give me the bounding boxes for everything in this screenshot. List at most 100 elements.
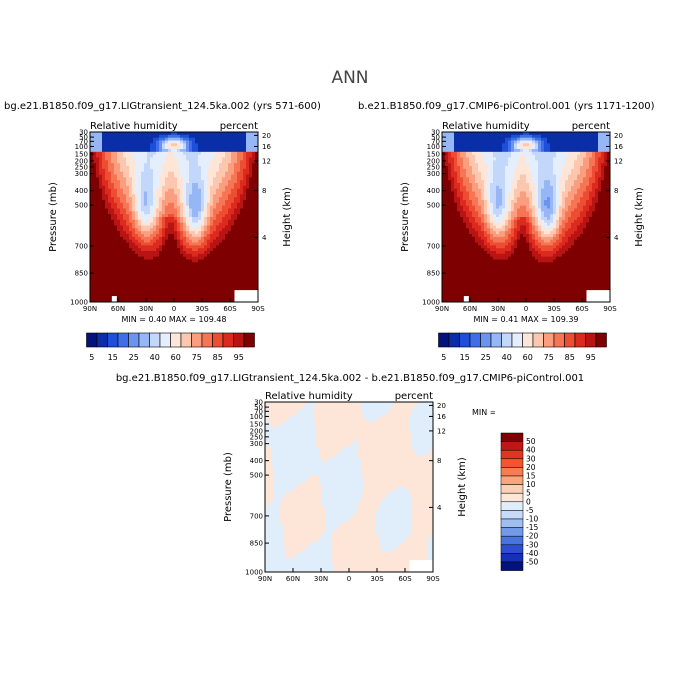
field-cell [96, 180, 100, 184]
field-cell [186, 202, 190, 207]
field-cell [502, 293, 506, 297]
field-cell [219, 293, 223, 297]
field-cell [186, 151, 190, 156]
field-cell [117, 149, 121, 153]
field-cell [487, 137, 491, 141]
field-cell [243, 253, 247, 258]
field-cell [144, 140, 148, 144]
field-cell [225, 219, 229, 224]
field-cell [487, 177, 491, 181]
field-cell [144, 265, 148, 269]
field-cell [192, 180, 196, 184]
field-cell [237, 143, 241, 147]
field-cell [138, 191, 142, 195]
field-cell [508, 273, 512, 277]
field-cell [225, 146, 229, 150]
field-cell [111, 270, 115, 275]
field-cell [90, 146, 94, 150]
field-cell [159, 242, 163, 246]
field-cell [481, 174, 485, 178]
field-cell [243, 137, 247, 141]
field-cell [445, 259, 449, 263]
field-cell [493, 177, 497, 181]
field-cell [111, 262, 115, 266]
field-cell [231, 293, 235, 297]
field-cell [105, 270, 109, 275]
field-cell [201, 282, 205, 286]
field-cell [228, 296, 232, 300]
field-cell [457, 171, 461, 175]
field-cell [147, 285, 151, 289]
field-cell [451, 168, 455, 173]
field-cell [129, 180, 133, 184]
field-cell [132, 293, 136, 297]
field-cell [171, 183, 175, 187]
field-cell [105, 140, 109, 144]
field-cell [117, 242, 121, 246]
field-cell [129, 273, 133, 277]
field-cell [478, 285, 482, 289]
field-cell [508, 296, 512, 300]
field-cell [240, 154, 244, 158]
field-cell [249, 188, 253, 192]
field-cell [487, 134, 491, 139]
field-cell [150, 143, 154, 147]
field-cell [463, 293, 467, 297]
field-cell [171, 202, 175, 207]
field-cell [132, 290, 136, 294]
field-cell [204, 168, 208, 173]
field-cell [502, 245, 506, 249]
field-cell [222, 185, 226, 190]
field-cell [499, 253, 503, 258]
field-cell [478, 134, 482, 139]
field-cell [225, 231, 229, 235]
field-cell [150, 177, 154, 181]
field-cell [156, 293, 160, 297]
field-cell [505, 197, 509, 201]
field-cell [183, 248, 187, 252]
field-cell [228, 228, 232, 232]
field-cell [108, 282, 112, 286]
field-cell [472, 219, 476, 224]
field-cell [105, 234, 109, 238]
field-cell [201, 208, 205, 212]
field-cell [475, 151, 479, 156]
field-cell [511, 245, 515, 249]
field-cell [445, 132, 449, 136]
field-cell [99, 188, 103, 192]
field-cell [201, 236, 205, 241]
field-cell [505, 268, 509, 272]
field-cell [153, 293, 157, 297]
field-cell [484, 234, 488, 238]
field-cell [153, 228, 157, 232]
field-cell [460, 276, 464, 280]
field-cell [457, 174, 461, 178]
field-cell [171, 290, 175, 294]
field-cell [180, 177, 184, 181]
field-cell [120, 293, 124, 297]
field-cell [493, 160, 497, 164]
field-cell [141, 248, 145, 252]
field-cell [478, 287, 482, 292]
field-cell [120, 132, 124, 136]
field-cell [144, 183, 148, 187]
field-cell [114, 163, 118, 167]
field-cell [454, 191, 458, 195]
field-cell [508, 202, 512, 207]
field-cell [198, 276, 202, 280]
field-cell [204, 282, 208, 286]
field-cell [126, 299, 130, 303]
field-cell [475, 273, 479, 277]
field-cell [487, 251, 491, 255]
field-cell [114, 228, 118, 232]
field-cell [481, 205, 485, 209]
field-cell [99, 132, 103, 136]
field-cell [129, 143, 133, 147]
field-cell [201, 160, 205, 164]
field-cell [198, 225, 202, 229]
field-cell [445, 239, 449, 243]
field-cell [249, 197, 253, 201]
field-cell [511, 174, 515, 178]
field-cell [177, 168, 181, 173]
field-cell [138, 208, 142, 212]
